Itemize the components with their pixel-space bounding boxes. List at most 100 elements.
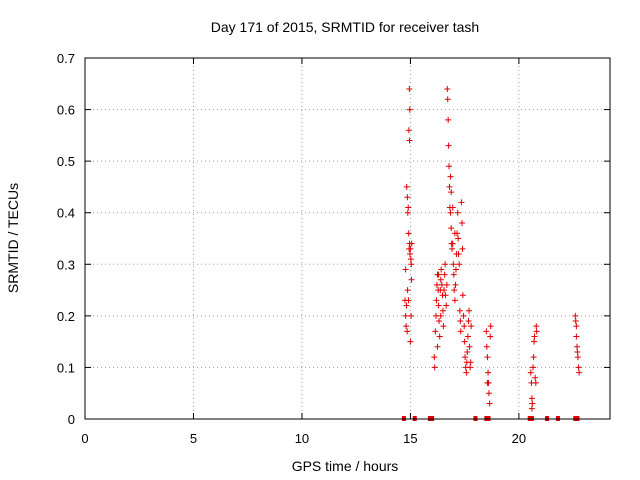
y-tick-label: 0.2 <box>57 309 75 324</box>
data-point <box>438 266 445 273</box>
data-point <box>444 85 451 92</box>
data-point <box>529 400 536 407</box>
data-point <box>448 225 455 232</box>
data-point <box>575 364 582 371</box>
data-point <box>461 338 468 345</box>
data-point <box>531 333 538 340</box>
data-point <box>406 250 413 257</box>
data-point <box>447 209 454 216</box>
data-point <box>407 245 414 252</box>
data-point <box>457 318 464 325</box>
data-point <box>436 318 443 325</box>
x-axis-title: GPS time / hours <box>292 458 399 474</box>
data-point <box>437 312 444 319</box>
data-point <box>442 292 449 299</box>
data-point <box>406 106 413 113</box>
data-point <box>572 312 579 319</box>
data-point <box>402 312 409 319</box>
data-point <box>465 307 472 314</box>
data-point <box>455 235 462 242</box>
data-point <box>484 379 491 386</box>
data-point <box>449 245 456 252</box>
data-point <box>405 127 412 134</box>
data-point <box>483 328 490 335</box>
data-point <box>456 261 463 268</box>
data-point <box>405 230 412 237</box>
data-point <box>528 405 535 412</box>
data-point <box>445 116 452 123</box>
data-point <box>468 323 475 330</box>
data-point <box>483 343 490 350</box>
data-point <box>464 333 471 340</box>
data-point <box>440 323 447 330</box>
data-point <box>487 323 494 330</box>
axis-ticks <box>84 57 610 420</box>
data-point <box>406 85 413 92</box>
data-point <box>530 354 537 361</box>
data-point <box>439 307 446 314</box>
data-point <box>451 230 458 237</box>
data-point <box>458 199 465 206</box>
y-tick-label: 0.7 <box>57 51 75 66</box>
x-tick-labels: 0 5 10 15 20 <box>81 431 526 446</box>
data-point <box>574 348 581 355</box>
data-point <box>466 343 473 350</box>
data-point <box>451 287 458 294</box>
data-point <box>441 271 448 278</box>
data-point <box>573 333 580 340</box>
data-point <box>437 276 444 283</box>
y-axis-title: SRMTID / TECUs <box>5 183 21 293</box>
data-point <box>443 302 450 309</box>
data-point <box>527 369 534 376</box>
data-point <box>446 183 453 190</box>
data-point <box>431 364 438 371</box>
data-point <box>403 302 410 309</box>
y-tick-label: 0.1 <box>57 360 75 375</box>
chart-title: Day 171 of 2015, SRMTID for receiver tas… <box>211 19 479 35</box>
data-point <box>449 204 456 211</box>
x-tick-label: 0 <box>81 431 88 446</box>
data-point <box>465 318 472 325</box>
x-tick-label: 5 <box>190 431 197 446</box>
data-point <box>408 276 415 283</box>
data-point <box>459 220 466 227</box>
data-point <box>404 194 411 201</box>
data-point <box>574 343 581 350</box>
data-point <box>408 312 415 319</box>
data-point <box>459 245 466 252</box>
data-point <box>532 379 539 386</box>
x-tick-label: 15 <box>403 431 417 446</box>
data-point <box>573 323 580 330</box>
data-point <box>402 266 409 273</box>
data-point <box>407 256 414 263</box>
data-point <box>405 297 412 304</box>
data-point <box>457 328 464 335</box>
data-point <box>442 261 449 268</box>
data-point <box>463 369 470 376</box>
data-point <box>407 338 414 345</box>
data-point <box>531 338 538 345</box>
data-point <box>444 96 451 103</box>
data-point <box>484 354 491 361</box>
y-tick-label: 0.4 <box>57 206 75 221</box>
data-point <box>452 266 459 273</box>
data-point <box>451 297 458 304</box>
data-point <box>532 374 539 381</box>
data-point <box>433 297 440 304</box>
data-point <box>446 163 453 170</box>
data-point <box>462 354 469 361</box>
data-point <box>533 328 540 335</box>
data-point <box>574 354 581 361</box>
data-point <box>403 323 410 330</box>
data-point <box>445 142 452 149</box>
data-point <box>487 333 494 340</box>
y-tick-label: 0.5 <box>57 154 75 169</box>
grid <box>85 58 610 419</box>
y-tick-label: 0.6 <box>57 103 75 118</box>
data-point <box>435 271 442 278</box>
data-points <box>401 85 583 412</box>
data-point <box>404 328 411 335</box>
data-point <box>486 400 493 407</box>
data-point <box>454 209 461 216</box>
